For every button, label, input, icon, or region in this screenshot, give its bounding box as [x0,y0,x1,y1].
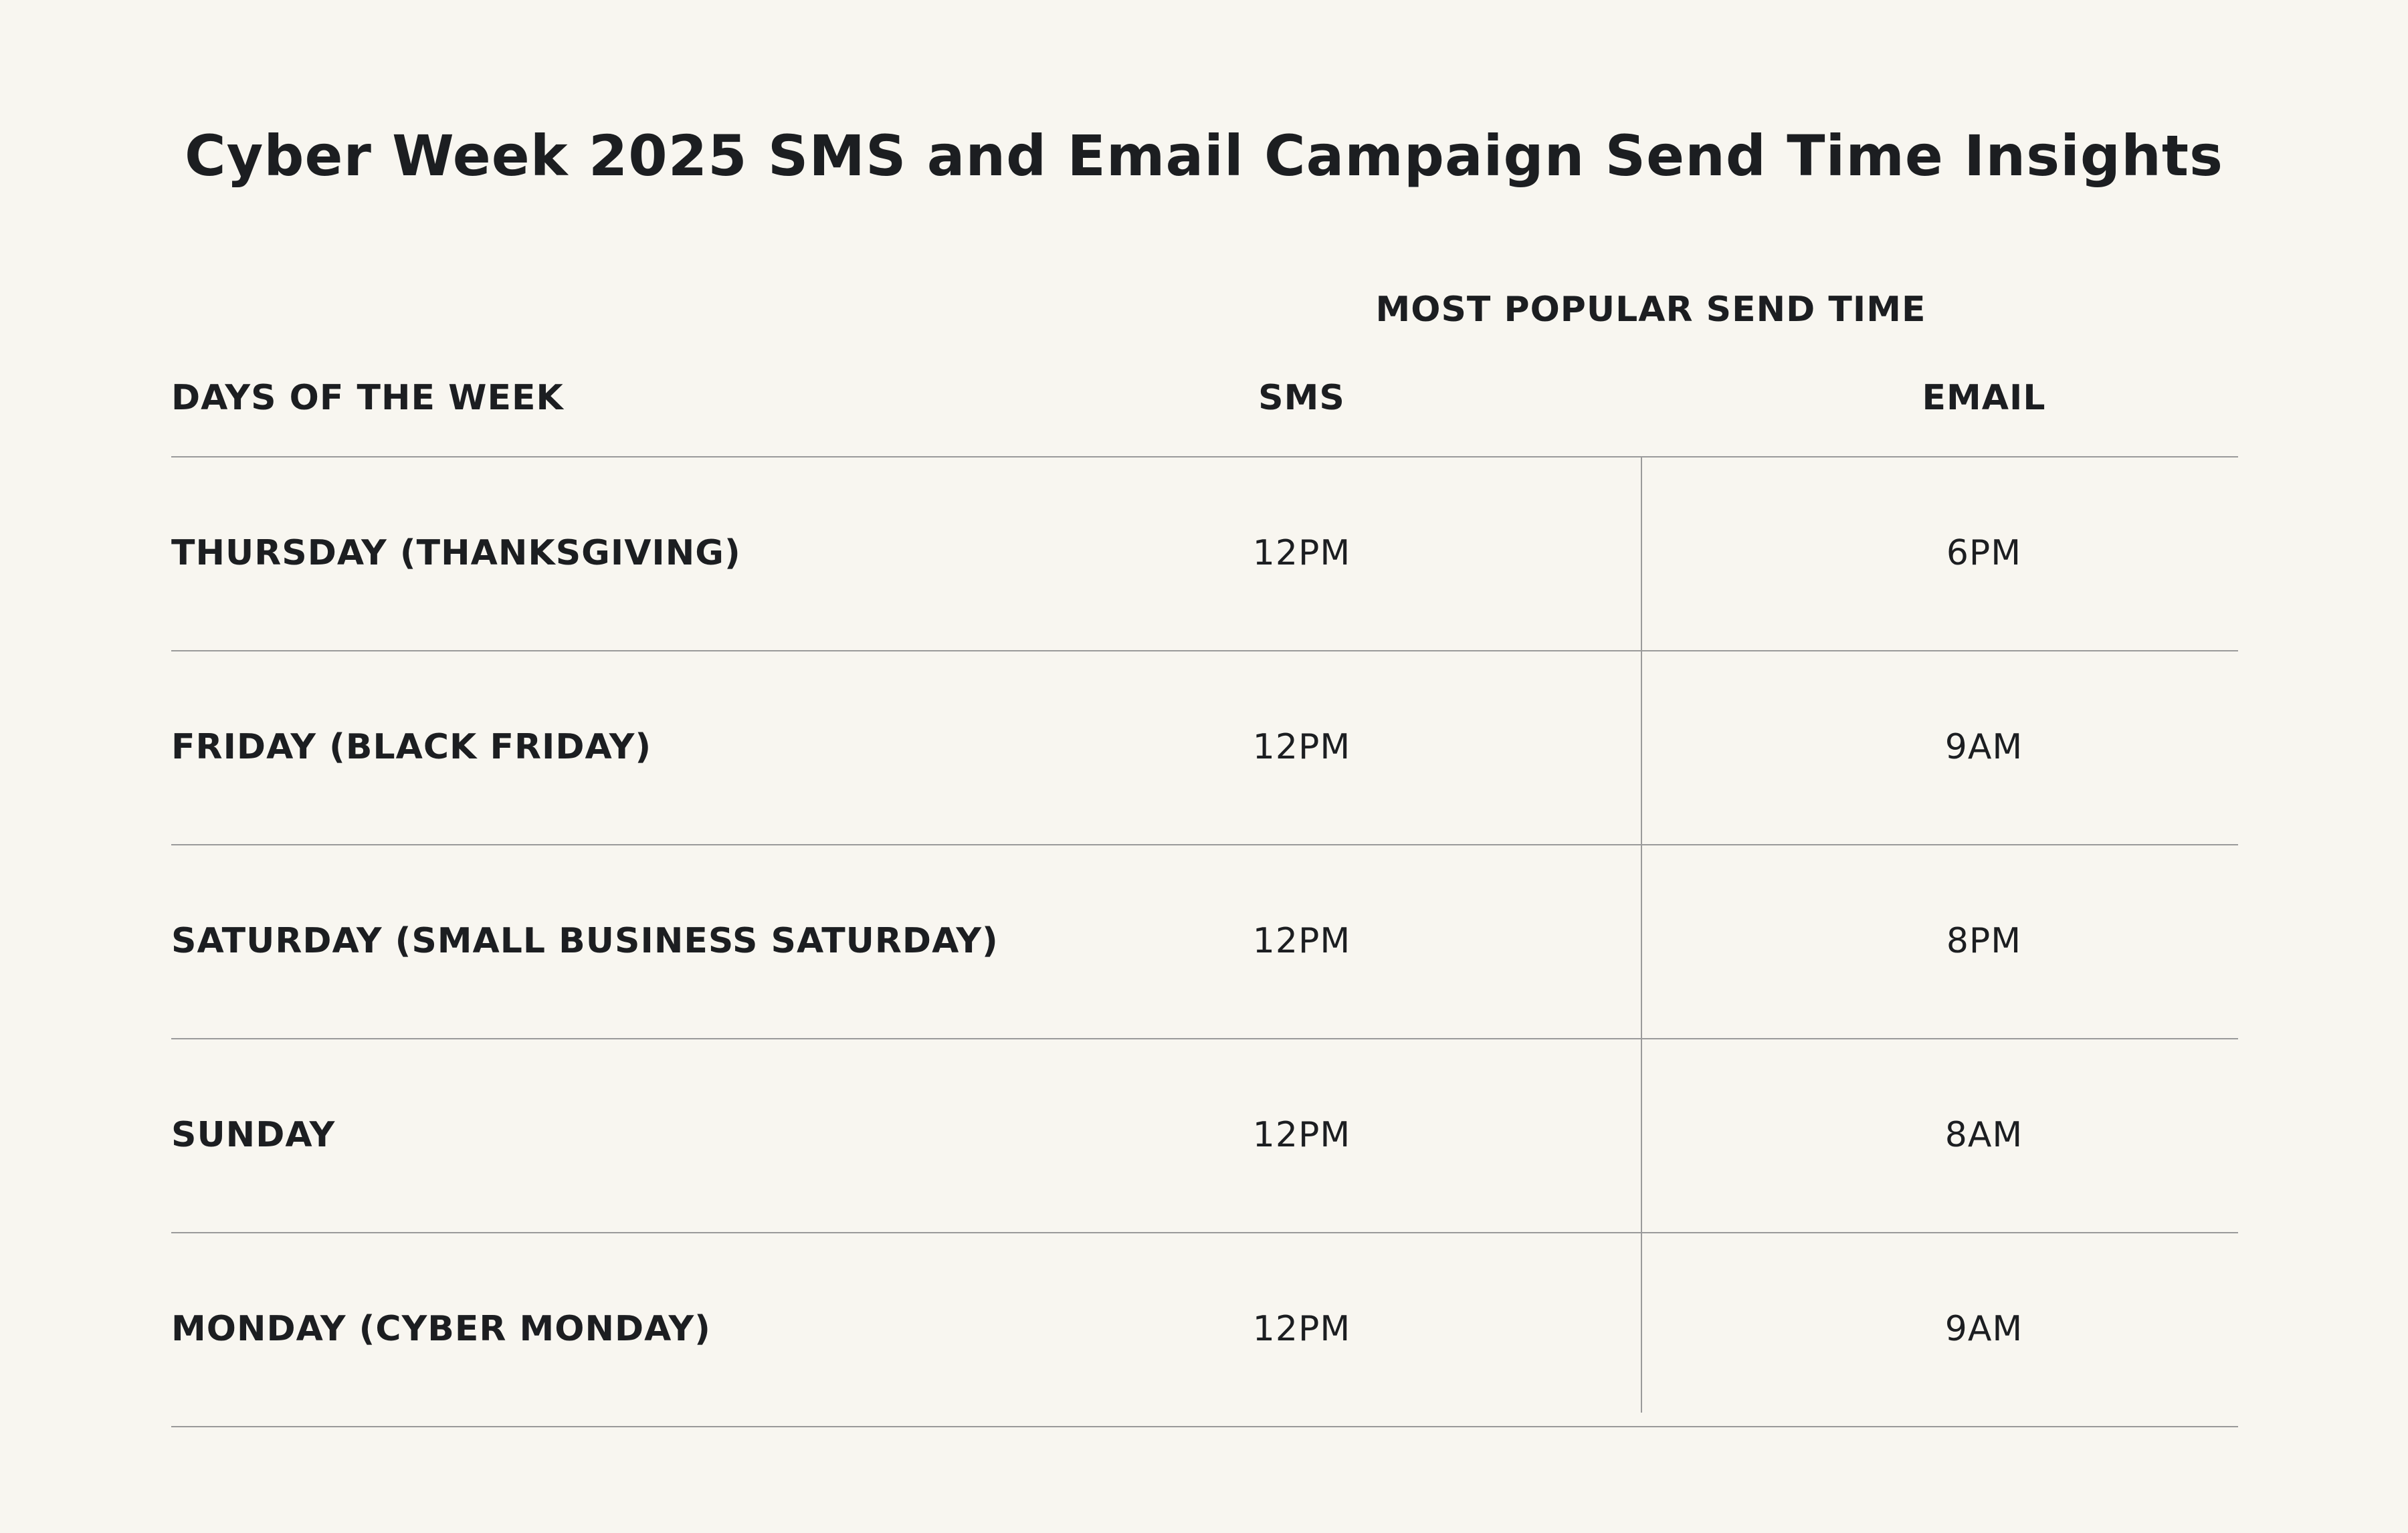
email-time-cell: 9AM [1944,727,2023,767]
row-divider [171,844,2238,845]
day-cell: THURSDAY (THANKSGIVING) [171,533,741,573]
table-row: MONDAY (CYBER MONDAY) 12PM 9AM [0,1232,2408,1426]
sms-time-cell: 12PM [1252,533,1351,573]
row-divider [171,1038,2238,1039]
column-header-days: DAYS OF THE WEEK [171,378,564,418]
row-divider [171,1232,2238,1233]
table-title: Cyber Week 2025 SMS and Email Campaign S… [184,123,2224,189]
day-cell: MONDAY (CYBER MONDAY) [171,1309,711,1349]
header-divider [171,456,2238,457]
sms-time-cell: 12PM [1252,921,1351,961]
email-time-cell: 8AM [1944,1115,2023,1155]
email-time-cell: 9AM [1944,1309,2023,1349]
sms-time-cell: 12PM [1252,727,1351,767]
sms-time-cell: 12PM [1252,1115,1351,1155]
group-header-most-popular-send-time: MOST POPULAR SEND TIME [1375,290,1926,330]
email-time-cell: 8PM [1946,921,2022,961]
day-cell: FRIDAY (BLACK FRIDAY) [171,727,652,767]
column-header-email: EMAIL [1922,378,2046,418]
day-cell: SATURDAY (SMALL BUSINESS SATURDAY) [171,921,999,961]
table-row: FRIDAY (BLACK FRIDAY) 12PM 9AM [0,650,2408,844]
day-cell: SUNDAY [171,1115,336,1155]
table-row: SUNDAY 12PM 8AM [0,1038,2408,1232]
table-row: THURSDAY (THANKSGIVING) 12PM 6PM [0,456,2408,650]
column-header-sms: SMS [1258,378,1345,418]
column-divider [1641,456,1642,1413]
sms-time-cell: 12PM [1252,1309,1351,1349]
email-time-cell: 6PM [1946,533,2022,573]
row-divider [171,1426,2238,1427]
table-row: SATURDAY (SMALL BUSINESS SATURDAY) 12PM 8P… [0,844,2408,1038]
row-divider [171,650,2238,651]
